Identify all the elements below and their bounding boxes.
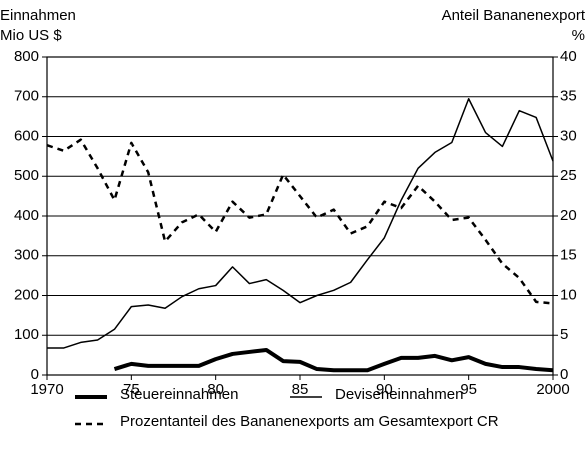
y-tick-label: 0 xyxy=(31,366,39,383)
y-tick-label: 500 xyxy=(14,167,39,184)
y-axis-label: Mio US $ xyxy=(0,27,62,44)
y2-tick-label: 35 xyxy=(560,88,577,105)
legend-label: Deviseneinnahmen xyxy=(335,386,463,403)
y2-axis-label: Anteil Bananenexport xyxy=(442,7,586,24)
legend-label: Steuereinnahmen xyxy=(120,386,238,403)
y-tick-label: 300 xyxy=(14,247,39,264)
x-tick-label: 1970 xyxy=(30,381,63,398)
series-line xyxy=(113,347,554,373)
plot-frame xyxy=(46,56,554,376)
y-tick-label: 600 xyxy=(14,127,39,144)
y-tick-label: 400 xyxy=(14,207,39,224)
y2-tick-label: 15 xyxy=(560,247,577,264)
x-tick-label: 90 xyxy=(376,381,393,398)
series-line xyxy=(47,97,554,349)
x-tick-label: 95 xyxy=(460,381,477,398)
y2-tick-label: 0 xyxy=(560,366,568,383)
x-tick-label: 2000 xyxy=(536,381,569,398)
y2-tick-label: 5 xyxy=(560,326,568,343)
y2-tick-label: 25 xyxy=(560,167,577,184)
x-tick-label: 80 xyxy=(207,381,224,398)
y2-tick-label: 20 xyxy=(560,207,577,224)
legend-label: Prozentanteil des Bananenexports am Gesa… xyxy=(120,413,499,430)
y-tick-label: 800 xyxy=(14,48,39,65)
y-tick-label: 200 xyxy=(14,286,39,303)
y2-axis-label: % xyxy=(572,27,585,44)
y-axis-label: Einnahmen xyxy=(0,7,76,24)
y-tick-label: 100 xyxy=(14,326,39,343)
x-tick-label: 75 xyxy=(123,381,140,398)
y2-tick-label: 30 xyxy=(560,127,577,144)
series-line xyxy=(46,138,554,305)
y2-tick-label: 10 xyxy=(560,286,577,303)
y-tick-label: 700 xyxy=(14,88,39,105)
x-tick-label: 85 xyxy=(292,381,309,398)
y2-tick-label: 40 xyxy=(560,48,577,65)
